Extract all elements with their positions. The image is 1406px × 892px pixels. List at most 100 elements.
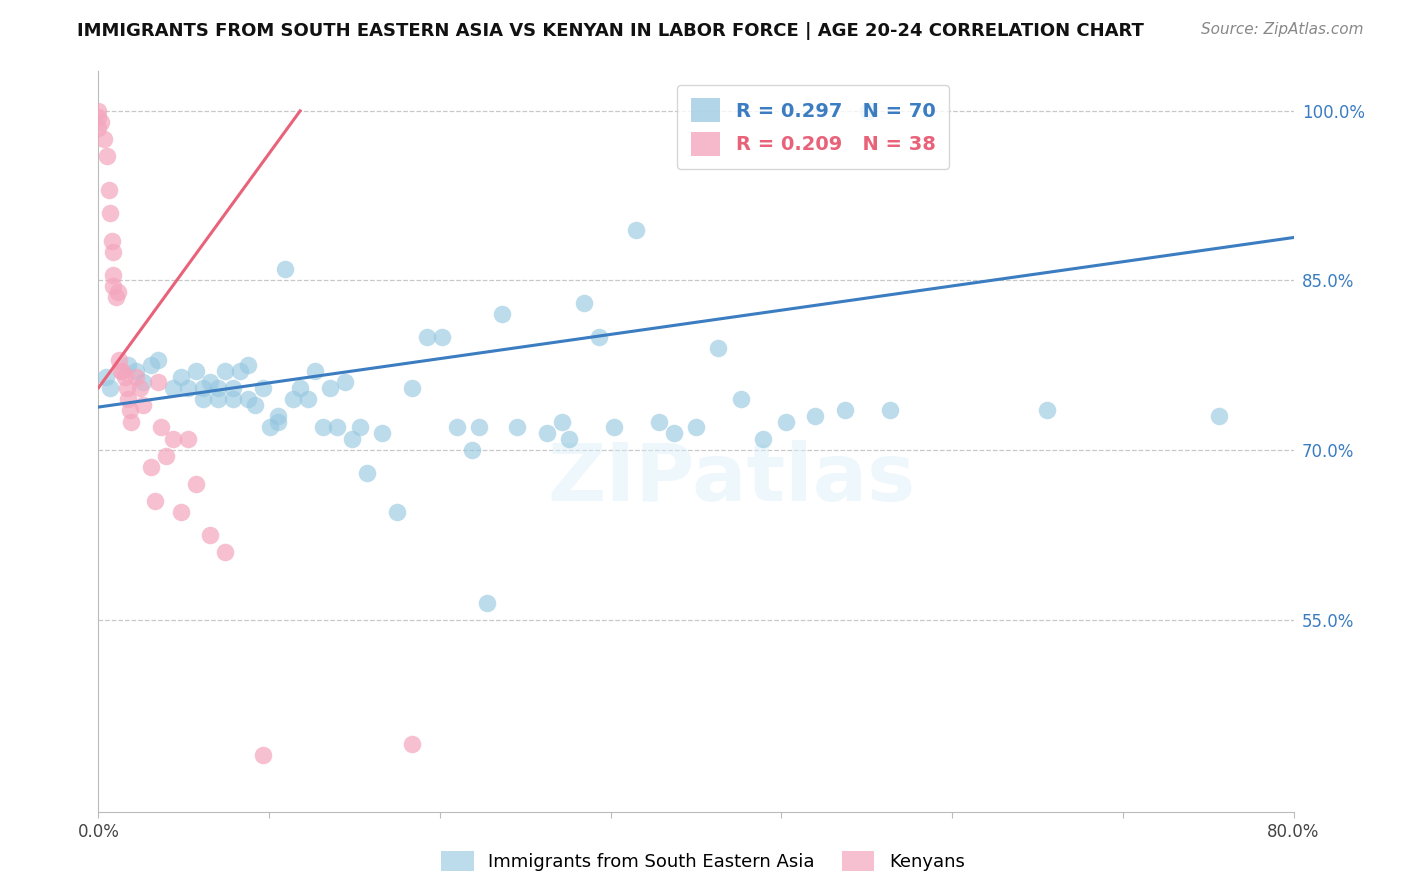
Point [162, 381, 184, 395]
Point [834, 403, 856, 417]
Point [245, 398, 267, 412]
Point [105, 290, 128, 304]
Point [169, 505, 191, 519]
Point [401, 381, 423, 395]
Point [236, 392, 259, 406]
Point [349, 420, 371, 434]
Point [252, 381, 274, 395]
Legend: R = 0.297   N = 70, R = 0.209   N = 38: R = 0.297 N = 70, R = 0.209 N = 38 [678, 85, 949, 169]
Point [107, 285, 129, 299]
Point [169, 369, 191, 384]
Point [117, 358, 139, 372]
Point [603, 420, 626, 434]
Point [333, 375, 356, 389]
Point [267, 409, 290, 423]
Point [879, 403, 901, 417]
Point [416, 330, 439, 344]
Text: Source: ZipAtlas.com: Source: ZipAtlas.com [1201, 22, 1364, 37]
Point [730, 392, 752, 406]
Point [177, 432, 200, 446]
Point [103, 268, 125, 282]
Point [139, 358, 162, 372]
Point [184, 364, 207, 378]
Point [118, 403, 141, 417]
Point [558, 432, 581, 446]
Point [120, 415, 142, 429]
Point [572, 296, 595, 310]
Point [461, 443, 484, 458]
Point [93, 132, 115, 146]
Point [662, 425, 685, 440]
Point [259, 420, 281, 434]
Point [430, 330, 453, 344]
Point [139, 460, 162, 475]
Legend: Immigrants from South Eastern Asia, Kenyans: Immigrants from South Eastern Asia, Keny… [434, 844, 972, 879]
Point [319, 381, 342, 395]
Point [101, 234, 124, 248]
Point [475, 596, 498, 610]
Point [371, 425, 394, 440]
Point [200, 375, 222, 389]
Point [143, 494, 166, 508]
Point [110, 364, 132, 378]
Point [647, 415, 669, 429]
Point [297, 392, 319, 406]
Point [129, 381, 152, 395]
Point [775, 415, 797, 429]
Point [162, 432, 184, 446]
Point [1036, 403, 1059, 417]
Text: ZIPatlas: ZIPatlas [548, 440, 915, 517]
Point [236, 358, 259, 372]
Point [177, 381, 200, 395]
Point [626, 222, 648, 236]
Point [96, 149, 118, 163]
Point [536, 425, 558, 440]
Point [90, 115, 112, 129]
Point [98, 205, 122, 219]
Point [191, 392, 214, 406]
Point [446, 420, 468, 434]
Point [184, 477, 207, 491]
Point [207, 381, 229, 395]
Point [87, 103, 110, 118]
Point [115, 381, 138, 395]
Point [588, 330, 610, 344]
Point [804, 409, 827, 423]
Point [150, 420, 173, 434]
Point [207, 392, 229, 406]
Point [108, 352, 131, 367]
Point [94, 369, 117, 384]
Point [1208, 409, 1230, 423]
Point [191, 381, 214, 395]
Point [155, 449, 177, 463]
Point [103, 279, 125, 293]
Point [385, 505, 409, 519]
Point [685, 420, 707, 434]
Point [304, 364, 326, 378]
Point [491, 307, 513, 321]
Point [117, 392, 139, 406]
Point [252, 748, 274, 763]
Point [87, 120, 110, 135]
Point [856, 103, 879, 118]
Point [103, 245, 125, 260]
Point [87, 110, 110, 124]
Point [132, 398, 155, 412]
Point [550, 415, 572, 429]
Point [506, 420, 529, 434]
Point [288, 381, 311, 395]
Point [222, 392, 245, 406]
Point [274, 262, 297, 277]
Point [342, 432, 364, 446]
Point [148, 352, 170, 367]
Point [356, 466, 378, 480]
Point [229, 364, 252, 378]
Point [125, 364, 148, 378]
Text: IMMIGRANTS FROM SOUTH EASTERN ASIA VS KENYAN IN LABOR FORCE | AGE 20-24 CORRELAT: IMMIGRANTS FROM SOUTH EASTERN ASIA VS KE… [77, 22, 1144, 40]
Point [214, 364, 236, 378]
Point [468, 420, 491, 434]
Point [97, 183, 120, 197]
Point [200, 528, 222, 542]
Point [707, 341, 730, 355]
Point [401, 737, 423, 751]
